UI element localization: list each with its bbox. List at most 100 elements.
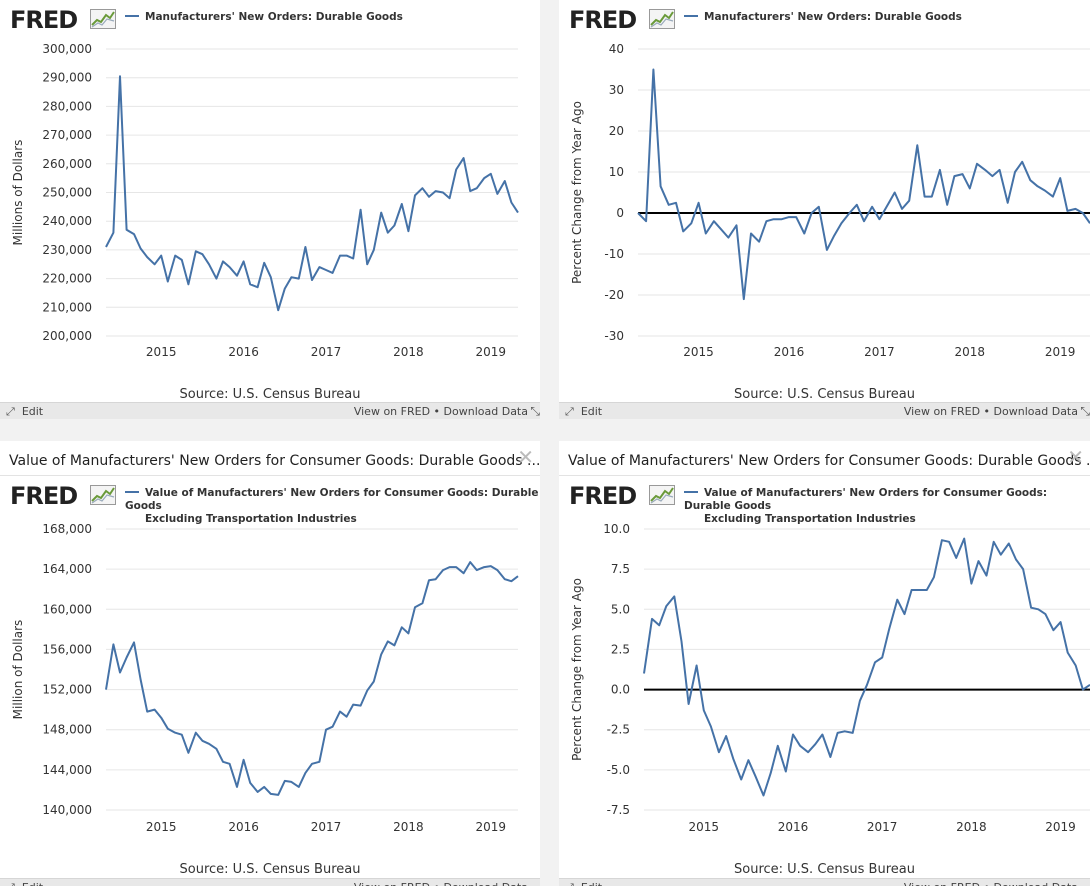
y-tick-label: -2.5	[607, 723, 630, 737]
x-tick-label: 2017	[311, 820, 342, 834]
x-tick-label: 2019	[1045, 345, 1076, 359]
y-tick-label: -10	[604, 247, 624, 261]
y-tick-label: 148,000	[42, 723, 92, 737]
fred-graph-icon	[649, 9, 675, 29]
source-note: Source: U.S. Census Bureau	[179, 387, 361, 402]
fred-logo[interactable]: FRED	[569, 482, 675, 510]
footer-separator: •	[434, 881, 441, 886]
close-icon[interactable]: ✕	[1067, 445, 1084, 469]
y-tick-label: -7.5	[607, 803, 630, 817]
widget-title-bar: Value of Manufacturers' New Orders for C…	[559, 441, 1090, 476]
download-data-link[interactable]: Download Data	[444, 881, 528, 886]
x-tick-label: 2017	[867, 820, 898, 834]
y-axis-label: Percent Change from Year Ago	[570, 101, 584, 284]
source-note: Source: U.S. Census Bureau	[734, 387, 915, 402]
y-tick-label: 144,000	[42, 763, 92, 777]
footer-separator: •	[983, 405, 991, 418]
y-tick-label: 0.0	[611, 683, 630, 697]
legend-swatch	[684, 491, 698, 493]
y-tick-label: 156,000	[42, 642, 92, 656]
fred-logo[interactable]: FRED	[569, 6, 675, 34]
chart-footer: ⤢Edit View on FRED • Download Data	[0, 878, 540, 886]
series-line	[637, 68, 1090, 301]
y-axis-label: Millions of Dollars	[11, 140, 25, 246]
legend-label: Value of Manufacturers' New Orders for C…	[125, 487, 539, 512]
x-tick-label: 2015	[683, 345, 714, 359]
x-tick-label: 2018	[956, 820, 987, 834]
x-tick-label: 2019	[476, 345, 507, 359]
y-tick-label: 5.0	[611, 602, 630, 616]
fred-logo[interactable]: FRED	[10, 482, 116, 510]
chart-footer: ⤢Edit View on FRED • Download Data	[559, 878, 1090, 886]
fred-graph-icon	[90, 485, 116, 505]
chart-legend: Value of Manufacturers' New Orders for C…	[684, 487, 1090, 526]
line-chart: 200,000 210,000 220,000 230,000 240,000 250,0…	[11, 42, 519, 359]
edit-link[interactable]: ⤢Edit	[565, 405, 603, 418]
edit-link[interactable]: ⤢Edit	[6, 405, 44, 418]
legend-swatch	[684, 15, 698, 17]
source-note: Source: U.S. Census Bureau	[179, 862, 361, 877]
y-tick-label: 220,000	[42, 272, 92, 286]
y-tick-label: 0	[616, 206, 624, 220]
legend-label: Value of Manufacturers' New Orders for C…	[684, 487, 1048, 512]
resize-handle-icon[interactable]: ⤡	[530, 404, 540, 418]
legend-label: Manufacturers' New Orders: Durable Goods	[145, 11, 403, 23]
source-note: Source: U.S. Census Bureau	[734, 862, 915, 877]
y-tick-label: 2.5	[611, 642, 630, 656]
download-data-link[interactable]: Download Data	[994, 881, 1078, 886]
x-tick-label: 2016	[228, 345, 259, 359]
edit-pencil-icon: ⤢	[6, 405, 15, 418]
x-tick-label: 2015	[688, 820, 719, 834]
y-tick-label: 164,000	[42, 562, 92, 576]
y-tick-label: 30	[609, 83, 624, 97]
plot-area	[106, 529, 518, 810]
line-chart: -7.5 -5.0 -2.5 0.0 2.5 5.0 7.5 10.0 2015 2016 2017…	[570, 522, 1090, 834]
view-on-fred-link[interactable]: View on FRED	[353, 405, 431, 418]
y-tick-label: 7.5	[611, 562, 630, 576]
y-tick-label: 290,000	[42, 71, 92, 85]
resize-handle-icon[interactable]: ⤡	[1080, 404, 1090, 418]
edit-pencil-icon: ⤢	[565, 405, 574, 418]
x-tick-label: 2015	[146, 820, 177, 834]
y-tick-label: 210,000	[42, 300, 92, 314]
widget-title: Value of Manufacturers' New Orders for C…	[568, 453, 1090, 469]
view-on-fred-link[interactable]: View on FRED	[354, 881, 430, 886]
legend-swatch	[125, 491, 139, 493]
series-line	[105, 561, 519, 796]
y-tick-label: 250,000	[42, 186, 92, 200]
footer-separator: •	[984, 881, 991, 886]
chart-panel-durable-goods-level: FRED Manufacturers' New Orders: Durable …	[0, 0, 540, 419]
chart-legend: Value of Manufacturers' New Orders for C…	[125, 487, 540, 526]
plot-area	[644, 529, 1090, 810]
widget-title: Value of Manufacturers' New Orders for C…	[9, 453, 540, 469]
edit-link[interactable]: ⤢Edit	[565, 881, 602, 886]
x-tick-label: 2018	[393, 345, 424, 359]
fred-logo[interactable]: FRED	[10, 6, 116, 34]
download-data-link[interactable]: Download Data	[443, 405, 528, 418]
y-axis-label: Million of Dollars	[11, 620, 25, 720]
download-data-link[interactable]: Download Data	[993, 405, 1078, 418]
y-tick-label: -20	[604, 288, 624, 302]
line-chart: -30 -20 -10 0 10 20 30 40 2015 2016 2017 2018 2019 Pe…	[570, 42, 1090, 359]
x-tick-label: 2018	[393, 820, 424, 834]
x-tick-label: 2019	[476, 820, 507, 834]
y-tick-label: 260,000	[42, 157, 92, 171]
y-tick-label: 300,000	[42, 42, 92, 56]
line-chart: 140,000 144,000 148,000 152,000 156,000 160,0…	[11, 522, 519, 834]
fred-graph-icon	[649, 485, 675, 505]
legend-label-line2: Excluding Transportation Industries	[704, 513, 916, 525]
edit-link[interactable]: ⤢Edit	[6, 881, 43, 886]
y-tick-label: 168,000	[42, 522, 92, 536]
view-on-fred-link[interactable]: View on FRED	[903, 405, 981, 418]
y-tick-label: 160,000	[42, 602, 92, 616]
chart-panel-durable-goods-pct: FRED Manufacturers' New Orders: Durable …	[559, 0, 1090, 419]
legend-label: Manufacturers' New Orders: Durable Goods	[704, 11, 962, 23]
edit-pencil-icon: ⤢	[6, 881, 15, 886]
y-tick-label: 240,000	[42, 214, 92, 228]
chart-footer: ⤢ Edit View on FRED • Download Data ⤡	[0, 402, 540, 419]
footer-separator: •	[433, 405, 441, 418]
close-icon[interactable]: ✕	[517, 445, 534, 469]
edit-pencil-icon: ⤢	[565, 881, 574, 886]
y-tick-label: -5.0	[607, 763, 630, 777]
view-on-fred-link[interactable]: View on FRED	[904, 881, 980, 886]
